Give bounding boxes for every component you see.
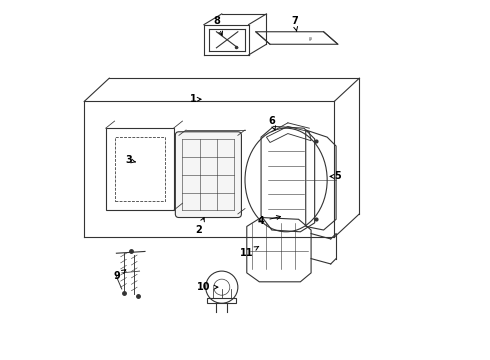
Bar [115, 137, 165, 202]
Text: 8: 8 [213, 16, 222, 35]
Text: ᵦᵦ: ᵦᵦ [309, 36, 313, 41]
Bar [106, 128, 173, 210]
Text: 9: 9 [113, 270, 126, 282]
Text: 3: 3 [125, 156, 135, 165]
Text: 6: 6 [269, 116, 275, 130]
FancyBboxPatch shape [175, 132, 242, 217]
Text: 5: 5 [330, 171, 341, 181]
Text: 2: 2 [195, 217, 204, 235]
Text: 1: 1 [190, 94, 201, 104]
Text: 7: 7 [291, 16, 297, 32]
Text: 11: 11 [240, 246, 259, 258]
Text: 10: 10 [197, 282, 218, 292]
Text: 4: 4 [258, 216, 281, 226]
